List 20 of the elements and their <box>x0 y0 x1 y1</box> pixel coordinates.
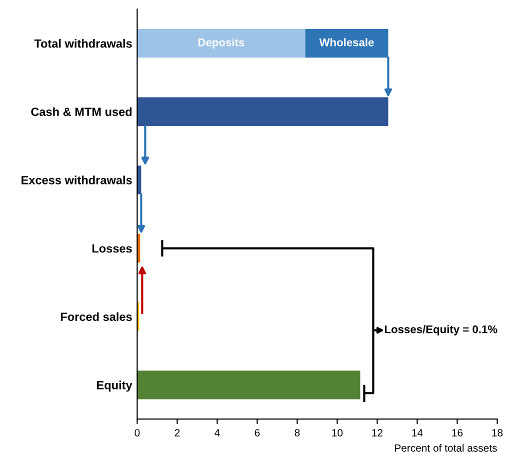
x-tick-label: 10 <box>332 429 343 436</box>
annotation: Losses/Equity = 0.1% <box>384 325 498 336</box>
y-tick-label: Excess withdrawals <box>22 176 132 184</box>
x-axis-title: Percent of total assets <box>395 444 497 452</box>
x-tick-label: 8 <box>294 429 300 436</box>
x-tick-label: 12 <box>372 429 382 436</box>
series-label: Deposits <box>198 38 244 48</box>
x-tick-label: 0 <box>134 429 140 436</box>
y-tick-label: Losses <box>92 244 132 253</box>
y-tick-label: Cash & MTM used <box>31 107 132 116</box>
x-tick-label: 16 <box>452 429 463 436</box>
x-tick-label: 4 <box>214 429 220 436</box>
x-tick-label: 18 <box>492 429 503 436</box>
series-label: Wholesale <box>319 38 374 46</box>
x-tick-label: 14 <box>412 429 423 436</box>
y-tick-label: Total withdrawals <box>34 39 132 48</box>
y-tick-label: Forced sales <box>60 312 132 321</box>
x-tick-label: 2 <box>174 429 180 436</box>
x-tick-label: 6 <box>254 429 260 436</box>
y-tick-label: Equity <box>97 380 132 392</box>
